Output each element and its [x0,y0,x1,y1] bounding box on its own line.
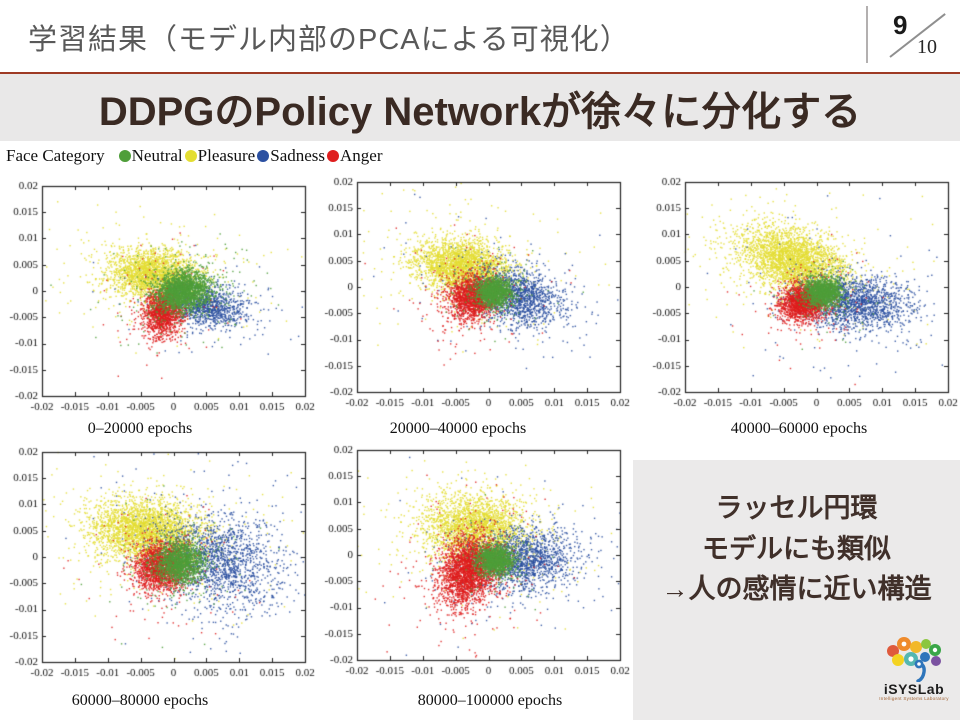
plot-caption-5: 80000–100000 epochs [417,692,563,709]
legend-item-sadness: Sadness [257,146,325,166]
brain-gears-icon [887,637,941,682]
legend: Face Category Neutral Pleasure Sadness A… [6,145,385,167]
plot-caption-3: 40000–60000 epochs [730,420,868,437]
legend-item-neutral: Neutral [118,146,183,166]
legend-item-anger: Anger [327,146,383,166]
subtitle-band: DDPGのPolicy Networkが徐々に分化する [0,74,960,141]
conclusion-line-2: モデルにも類似 [702,533,891,564]
plot-caption-1: 0–20000 epochs [87,420,193,437]
logo-name: iSYSLab [883,681,945,697]
scatter-plot-0-20000 [0,178,315,418]
scatter-canvas [0,178,315,418]
legend-title: Face Category [6,146,105,165]
page-number-total: 10 [917,36,937,58]
slide-subtitle: DDPGのPolicy Networkが徐々に分化する [98,89,862,134]
page-title: 学習結果（モデル内部のPCAによる可視化） [28,24,630,56]
page-number-divider [866,6,868,63]
conclusion-line-1: ラッセル円環 [715,493,878,523]
legend-label: Pleasure [197,146,256,165]
sadness-dot-icon [257,150,270,162]
legend-label: Sadness [270,146,326,165]
scatter-canvas [315,442,630,682]
legend-label: Anger [340,146,383,165]
anger-dot-icon [327,150,340,162]
title-rule [0,72,960,74]
page-number-current: 9 [893,10,908,40]
scatter-plot-60000-80000 [0,444,315,684]
legend-label: Neutral [131,146,183,165]
legend-item-pleasure: Pleasure [184,146,256,166]
pleasure-dot-icon [184,150,197,162]
plot-caption-2: 20000–40000 epochs [389,420,527,437]
conclusion-line-3: →人の感情に近い構造 [661,574,932,604]
scatter-plot-80000-100000 [315,442,630,682]
conclusion-box: ラッセル円環 モデルにも類似 →人の感情に近い構造 [633,460,960,720]
scatter-canvas [0,444,315,684]
scatter-plot-20000-40000 [315,174,630,414]
scatter-canvas [643,174,958,414]
logo-tagline: Intelligent Systems Laboratory [879,696,949,701]
neutral-dot-icon [118,150,131,162]
isyslab-logo: iSYSLab Intelligent Systems Laboratory [872,636,956,702]
scatter-canvas [315,174,630,414]
plot-caption-4: 60000–80000 epochs [71,692,209,709]
scatter-plot-40000-60000 [643,174,958,414]
